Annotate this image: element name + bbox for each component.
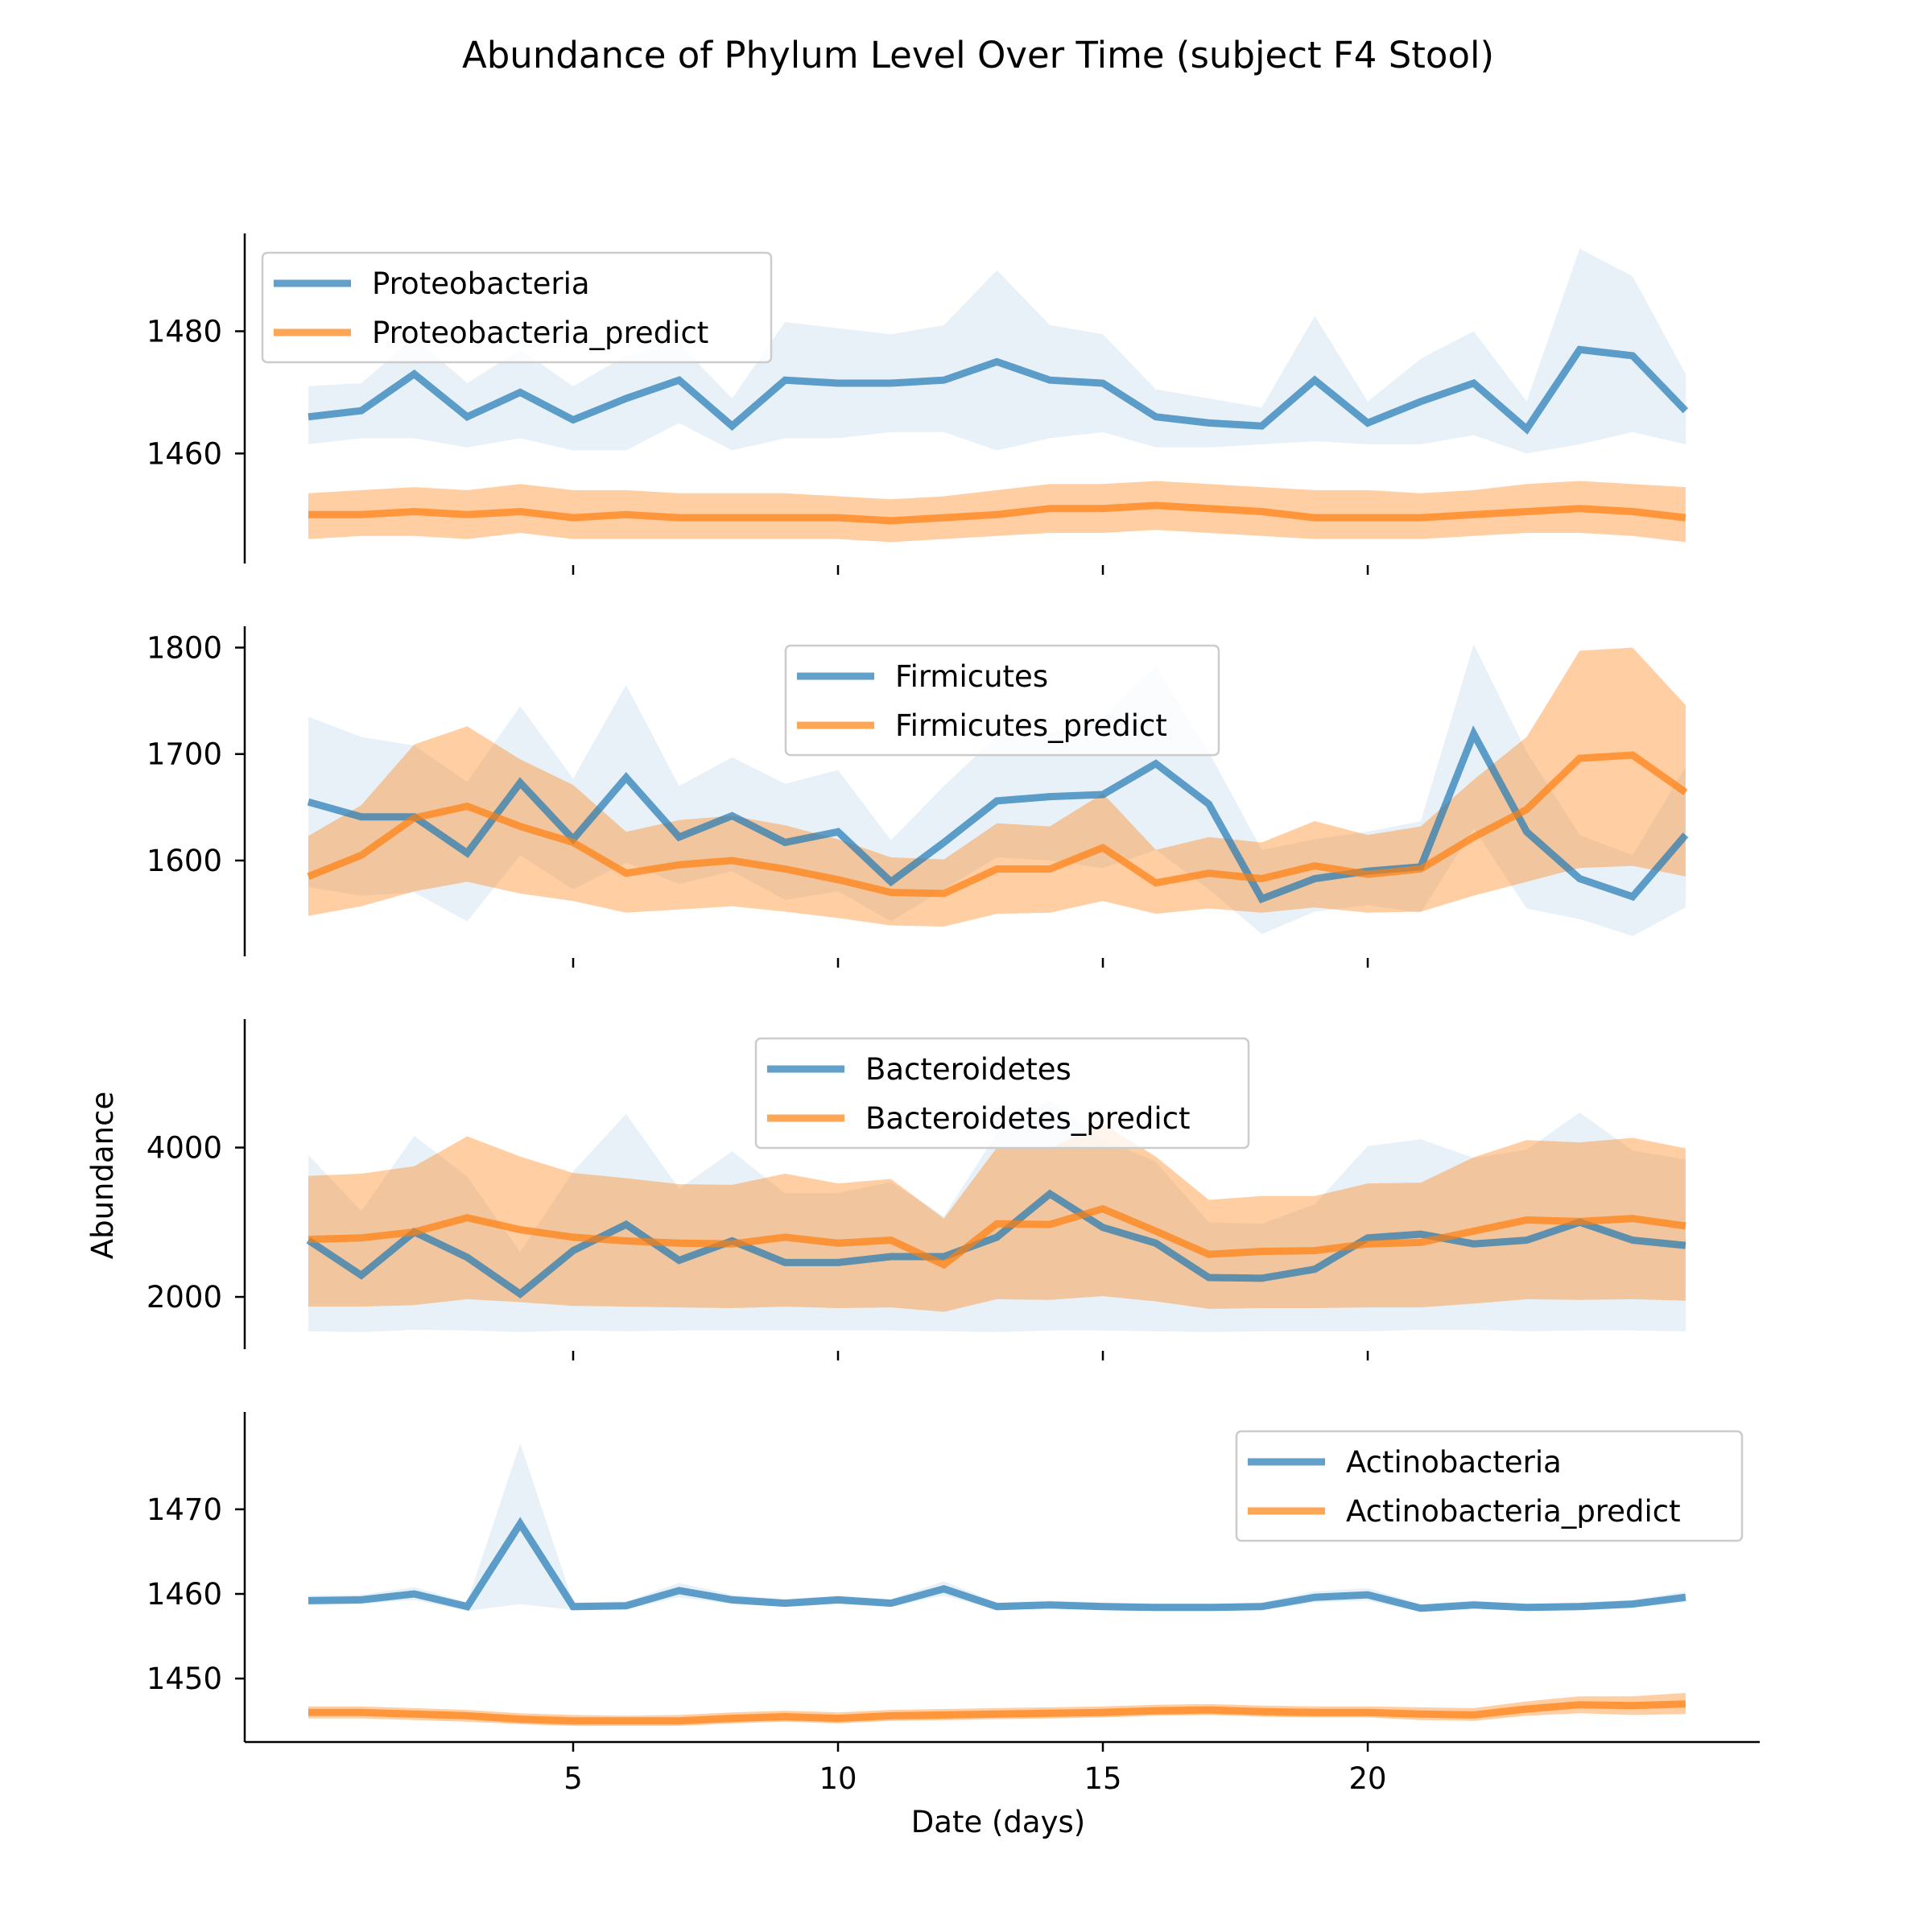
legend-entry: Bacteroidetes bbox=[865, 1052, 1071, 1087]
subplot-proteobacteria: 1460 1480 Proteobacteria Proteobacteria_pre… bbox=[147, 233, 1689, 575]
y-tick-label: 1470 bbox=[147, 1492, 222, 1527]
series-line-firmicutes-predict bbox=[307, 751, 1688, 898]
y-tick-label: 1450 bbox=[147, 1662, 222, 1696]
legend: Firmicutes Firmicutes_predict bbox=[784, 644, 1220, 757]
figure-title: Abundance of Phylum Level Over Time (sub… bbox=[462, 34, 1494, 76]
series-line-proteobacteria bbox=[308, 345, 1689, 435]
band-firmicutes-predict bbox=[308, 647, 1686, 927]
series-line-bacteroidetes bbox=[306, 1189, 1686, 1299]
subplot-bacteroidetes: 2000 4000 Bacteroidetes Bacteroidetes_predi… bbox=[147, 1019, 1686, 1360]
subplots: 1460 1480 Proteobacteria Proteobacteria_pre… bbox=[147, 233, 1760, 1796]
x-tick-label: 20 bbox=[1349, 1761, 1387, 1796]
legend: Proteobacteria Proteobacteria_predict bbox=[261, 251, 773, 364]
legend-box bbox=[754, 1037, 1250, 1150]
legend-entry: Actinobacteria bbox=[1346, 1445, 1562, 1480]
x-tick-label: 5 bbox=[564, 1761, 583, 1796]
y-axis-label: Abundance bbox=[85, 1092, 120, 1259]
x-axis-label: Date (days) bbox=[911, 1805, 1085, 1839]
x-tick-label: 10 bbox=[819, 1761, 857, 1796]
subplot-firmicutes: 1600 1700 1800 Firmicutes Firmicutes_predict bbox=[147, 626, 1689, 968]
legend-entry: Proteobacteria bbox=[372, 266, 590, 301]
series-line-firmicutes bbox=[307, 724, 1689, 904]
y-tick-label: 1460 bbox=[147, 1577, 222, 1612]
y-tick-label: 1700 bbox=[147, 737, 222, 772]
legend-box bbox=[1235, 1430, 1744, 1542]
band-bacteroidetes-predict bbox=[308, 1123, 1686, 1312]
y-tick-label: 1460 bbox=[147, 436, 222, 471]
legend: Bacteroidetes Bacteroidetes_predict bbox=[754, 1037, 1250, 1150]
y-tick-label: 4000 bbox=[147, 1131, 222, 1166]
y-tick-label: 1480 bbox=[147, 314, 222, 349]
legend-entry: Firmicutes bbox=[895, 659, 1048, 694]
legend-entry: Proteobacteria_predict bbox=[372, 316, 708, 350]
legend: Actinobacteria Actinobacteria_predict bbox=[1235, 1430, 1744, 1542]
y-tick-label: 1800 bbox=[147, 630, 222, 665]
series-line-actinobacteria-predict bbox=[308, 1700, 1686, 1725]
series-line-actinobacteria bbox=[308, 1517, 1686, 1612]
legend-entry: Actinobacteria_predict bbox=[1346, 1494, 1681, 1529]
series-line-bacteroidetes-predict bbox=[308, 1204, 1686, 1269]
y-tick-label: 1600 bbox=[147, 844, 222, 878]
band-bacteroidetes bbox=[308, 1100, 1686, 1332]
band-firmicutes bbox=[308, 644, 1686, 936]
x-tick-label: 15 bbox=[1084, 1761, 1121, 1796]
legend-box bbox=[261, 251, 773, 364]
series-line-proteobacteria-predict bbox=[308, 502, 1686, 525]
legend-box bbox=[784, 644, 1220, 757]
legend-entry: Bacteroidetes_predict bbox=[865, 1101, 1191, 1136]
y-tick-label: 2000 bbox=[147, 1280, 222, 1315]
legend-entry: Firmicutes_predict bbox=[895, 708, 1167, 743]
